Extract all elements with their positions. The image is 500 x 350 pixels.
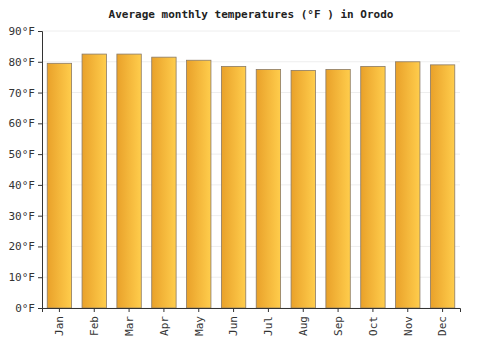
bar: [291, 70, 315, 308]
y-tick-label: 0°F: [15, 302, 35, 315]
y-tick-mark: [38, 308, 42, 309]
y-tick-label: 70°F: [9, 87, 36, 100]
y-tick-mark: [38, 154, 42, 155]
x-tick-mark: [233, 308, 234, 312]
x-tick-label: Sep: [332, 316, 345, 336]
x-tick-label: Feb: [88, 316, 101, 336]
x-axis: Jan Feb Mar Apr May Jun Jul Aug Sep Oct Nov Dec: [43, 308, 461, 336]
y-tick-label: 40°F: [9, 179, 36, 192]
bar: [326, 69, 350, 308]
y-tick-label: 60°F: [9, 117, 36, 130]
x-tick: Jul: [262, 308, 275, 336]
x-tick: May: [193, 308, 206, 336]
x-tick-label: Apr: [158, 316, 171, 336]
x-tick-mark: [163, 308, 164, 312]
x-tick-mark: [94, 308, 95, 312]
y-tick: 50°F: [9, 148, 43, 161]
bar: [82, 54, 106, 308]
bar: [396, 62, 420, 308]
bar: [187, 60, 211, 308]
bar: [221, 66, 245, 308]
x-tick-label: May: [193, 316, 206, 336]
x-tick-mark: [303, 308, 304, 312]
bar: [152, 57, 176, 308]
y-axis-line: [38, 32, 43, 309]
y-tick-label: 50°F: [9, 148, 36, 161]
grid: [42, 31, 460, 308]
x-axis-line: [43, 309, 461, 313]
x-tick: Feb: [88, 308, 101, 336]
y-tick-label: 80°F: [9, 56, 36, 69]
x-tick-label: Nov: [402, 316, 415, 336]
x-tick-label: Oct: [367, 316, 380, 336]
x-tick-mark: [407, 308, 408, 312]
y-tick: 10°F: [9, 271, 43, 284]
y-tick-mark: [38, 62, 42, 63]
bar: [430, 65, 454, 308]
chart: 0°F 10°F 20°F 30°F 40°F 50°F 60°F 70°F 80°F 90°F J…: [0, 0, 500, 350]
x-tick-mark: [59, 308, 60, 312]
y-tick: 60°F: [9, 117, 43, 130]
y-tick: 80°F: [9, 56, 43, 69]
y-tick-mark: [38, 216, 42, 217]
x-tick: Nov: [402, 308, 415, 336]
y-tick-mark: [38, 123, 42, 124]
x-tick: Mar: [123, 308, 136, 336]
x-tick-mark: [268, 308, 269, 312]
x-tick: Aug: [297, 308, 310, 336]
y-tick-label: 30°F: [9, 210, 36, 223]
x-tick-label: Aug: [297, 316, 310, 336]
grid-line: [42, 31, 460, 32]
x-tick-label: Jan: [53, 316, 66, 336]
x-tick-label: Jul: [262, 316, 275, 336]
x-tick: Sep: [332, 308, 345, 336]
y-tick-label: 10°F: [9, 271, 36, 284]
y-tick: 0°F: [15, 302, 42, 315]
y-tick-mark: [38, 246, 42, 247]
x-tick: Jun: [227, 308, 240, 336]
y-tick: 30°F: [9, 210, 43, 223]
y-tick: 20°F: [9, 240, 43, 253]
y-tick-mark: [38, 31, 42, 32]
bar: [361, 66, 385, 308]
bars: [47, 54, 455, 308]
x-tick-label: Jun: [227, 316, 240, 336]
x-tick-mark: [198, 308, 199, 312]
x-tick-mark: [129, 308, 130, 312]
y-tick-label: 20°F: [9, 240, 36, 253]
y-tick-label: 90°F: [9, 25, 36, 38]
y-tick-mark: [38, 185, 42, 186]
x-tick: Oct: [367, 308, 380, 336]
y-tick: 40°F: [9, 179, 43, 192]
x-tick-label: Mar: [123, 316, 136, 336]
bar: [256, 69, 280, 308]
x-tick-label: Dec: [436, 316, 449, 336]
bar: [47, 63, 71, 308]
x-tick-mark: [442, 308, 443, 312]
y-tick-mark: [38, 277, 42, 278]
x-tick: Apr: [158, 308, 171, 336]
y-tick: 70°F: [9, 87, 43, 100]
x-tick-mark: [338, 308, 339, 312]
title: Average monthly temperatures (°F ) in Or…: [109, 8, 394, 21]
y-tick: 90°F: [9, 25, 43, 38]
x-tick-mark: [372, 308, 373, 312]
plot: 0°F 10°F 20°F 30°F 40°F 50°F 60°F 70°F 80°F 90°F J…: [9, 25, 461, 336]
y-axis: 0°F 10°F 20°F 30°F 40°F 50°F 60°F 70°F 80°F 90°F: [9, 25, 43, 315]
y-tick-mark: [38, 93, 42, 94]
bar: [117, 54, 141, 308]
x-tick: Jan: [53, 308, 66, 336]
x-tick: Dec: [436, 308, 449, 336]
